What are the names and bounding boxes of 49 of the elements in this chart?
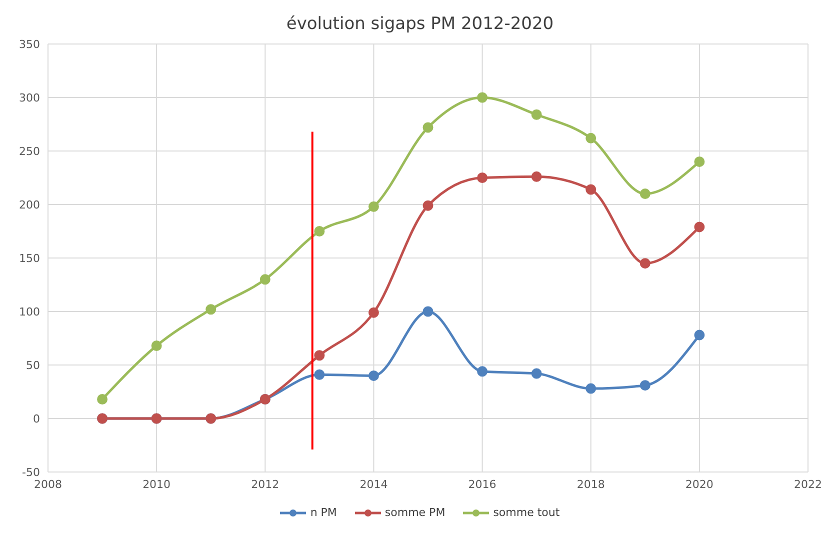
y-tick-label: 250 — [19, 144, 40, 158]
point — [422, 122, 434, 133]
point — [314, 226, 325, 236]
y-tick-label: 0 — [33, 412, 40, 426]
chart-title: évolution sigaps PM 2012-2020 — [285, 14, 555, 34]
point — [586, 132, 596, 144]
point — [368, 201, 379, 212]
point — [531, 171, 542, 182]
point — [640, 258, 650, 269]
x-tick-label: 2020 — [685, 478, 714, 491]
point — [531, 109, 542, 120]
point — [477, 92, 488, 103]
x-tick-label: 2008 — [34, 478, 62, 491]
point — [368, 307, 379, 318]
y-tick-label: 200 — [19, 198, 40, 212]
point — [314, 350, 325, 361]
legend-label: n PM — [309, 506, 337, 519]
legend-label: somme tout — [492, 506, 560, 519]
point — [477, 172, 488, 183]
y-tick-label: 350 — [19, 38, 40, 51]
x-tick-label: 2014 — [360, 478, 388, 491]
point — [206, 304, 216, 315]
point — [422, 200, 434, 211]
x-tick-label: 2022 — [794, 478, 822, 491]
point — [694, 156, 705, 167]
point — [151, 340, 162, 351]
point — [422, 306, 434, 317]
point — [260, 274, 270, 285]
point — [97, 394, 108, 404]
point — [531, 368, 542, 379]
point — [477, 366, 488, 377]
y-tick-label: 300 — [19, 91, 40, 104]
point — [694, 330, 705, 340]
point — [586, 184, 596, 195]
point — [694, 222, 705, 232]
point — [314, 369, 325, 380]
point — [640, 188, 650, 200]
y-tick-label: 50 — [26, 358, 40, 372]
x-tick-label: 2016 — [468, 478, 496, 491]
point — [640, 380, 650, 391]
x-tick-label: 2012 — [251, 478, 280, 491]
y-tick-label: 100 — [19, 305, 40, 318]
y-tick-label: -50 — [22, 466, 40, 479]
legend-label: somme PM — [384, 506, 446, 519]
x-tick-label: 2018 — [576, 478, 605, 491]
x-tick-label: 2010 — [142, 478, 171, 491]
y-tick-label: 150 — [19, 252, 40, 265]
point — [586, 383, 596, 394]
point — [368, 370, 379, 381]
